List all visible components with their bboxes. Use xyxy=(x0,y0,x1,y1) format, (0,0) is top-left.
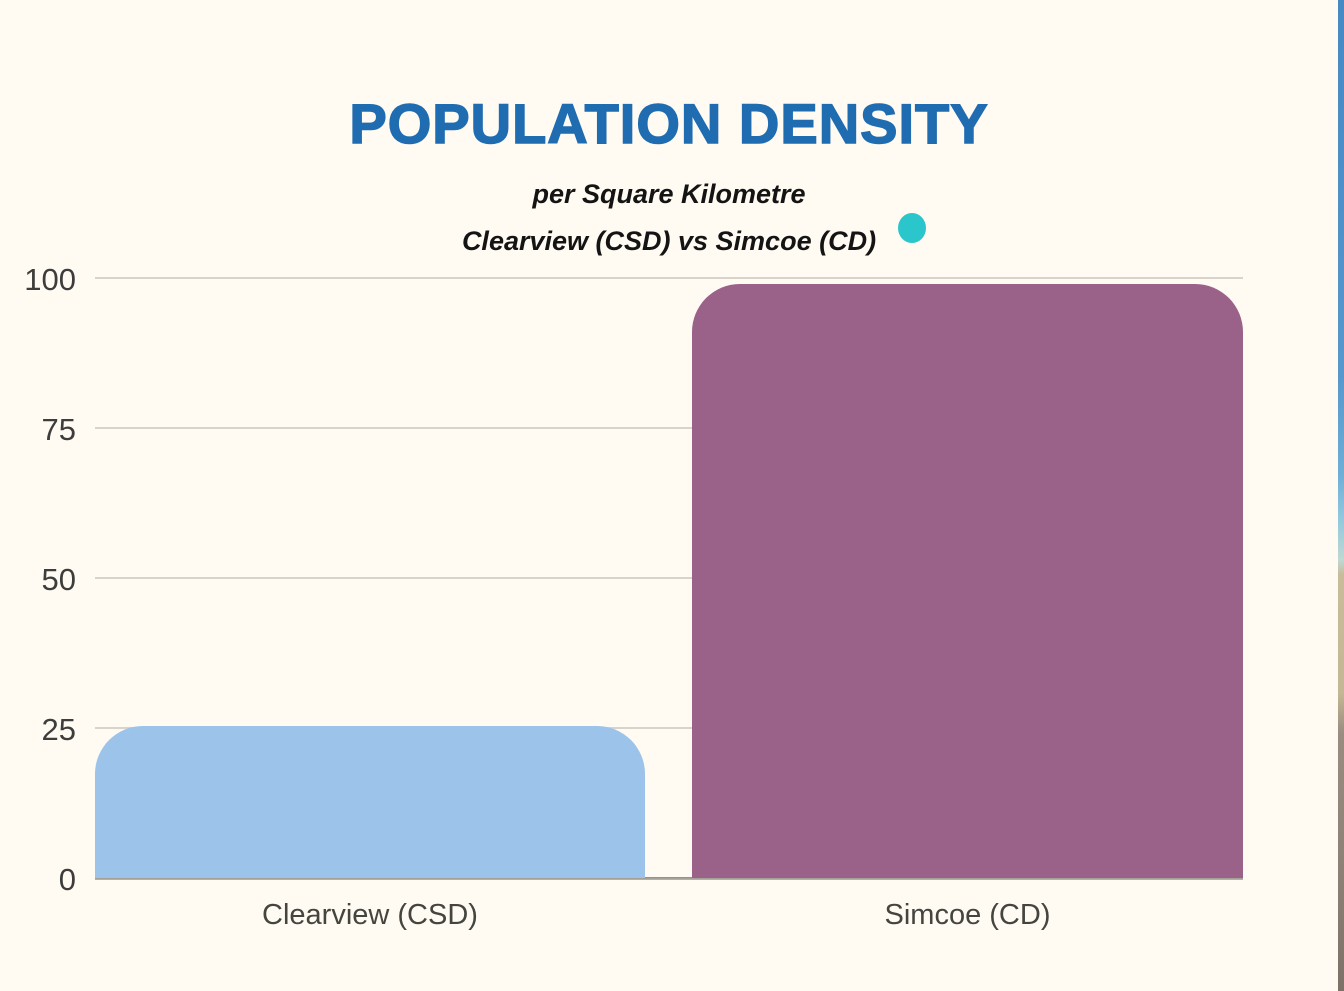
background-photo-edge-bottom xyxy=(0,985,1344,991)
gridline-100 xyxy=(95,276,1243,279)
x-axis-line xyxy=(95,877,1243,880)
background-photo-edge-right xyxy=(1338,0,1344,991)
bar-simcoe-cd xyxy=(692,283,1243,878)
gridline-75 xyxy=(95,426,1243,429)
y-axis-tick-label: 0 xyxy=(58,862,76,897)
gridline-50 xyxy=(95,576,1243,579)
x-axis-category-label: Clearview (CSD) xyxy=(262,899,478,931)
gridline-25 xyxy=(95,726,1243,729)
bar-clearview-csd xyxy=(95,726,645,878)
y-axis-tick-label: 25 xyxy=(41,711,76,747)
y-axis-tick-label: 50 xyxy=(41,561,76,597)
y-axis-tick-label: 100 xyxy=(24,261,76,297)
teal-accent-dot xyxy=(898,213,926,243)
x-axis-category-label: Simcoe (CD) xyxy=(884,899,1051,931)
chart-subtitle-line2: Clearview (CSD) vs Simcoe (CD) xyxy=(461,226,877,256)
y-axis-tick-label: 75 xyxy=(41,411,76,447)
chart-title: POPULATION DENSITY xyxy=(349,92,989,155)
chart-subtitle-line1: per Square Kilometre xyxy=(532,179,806,209)
